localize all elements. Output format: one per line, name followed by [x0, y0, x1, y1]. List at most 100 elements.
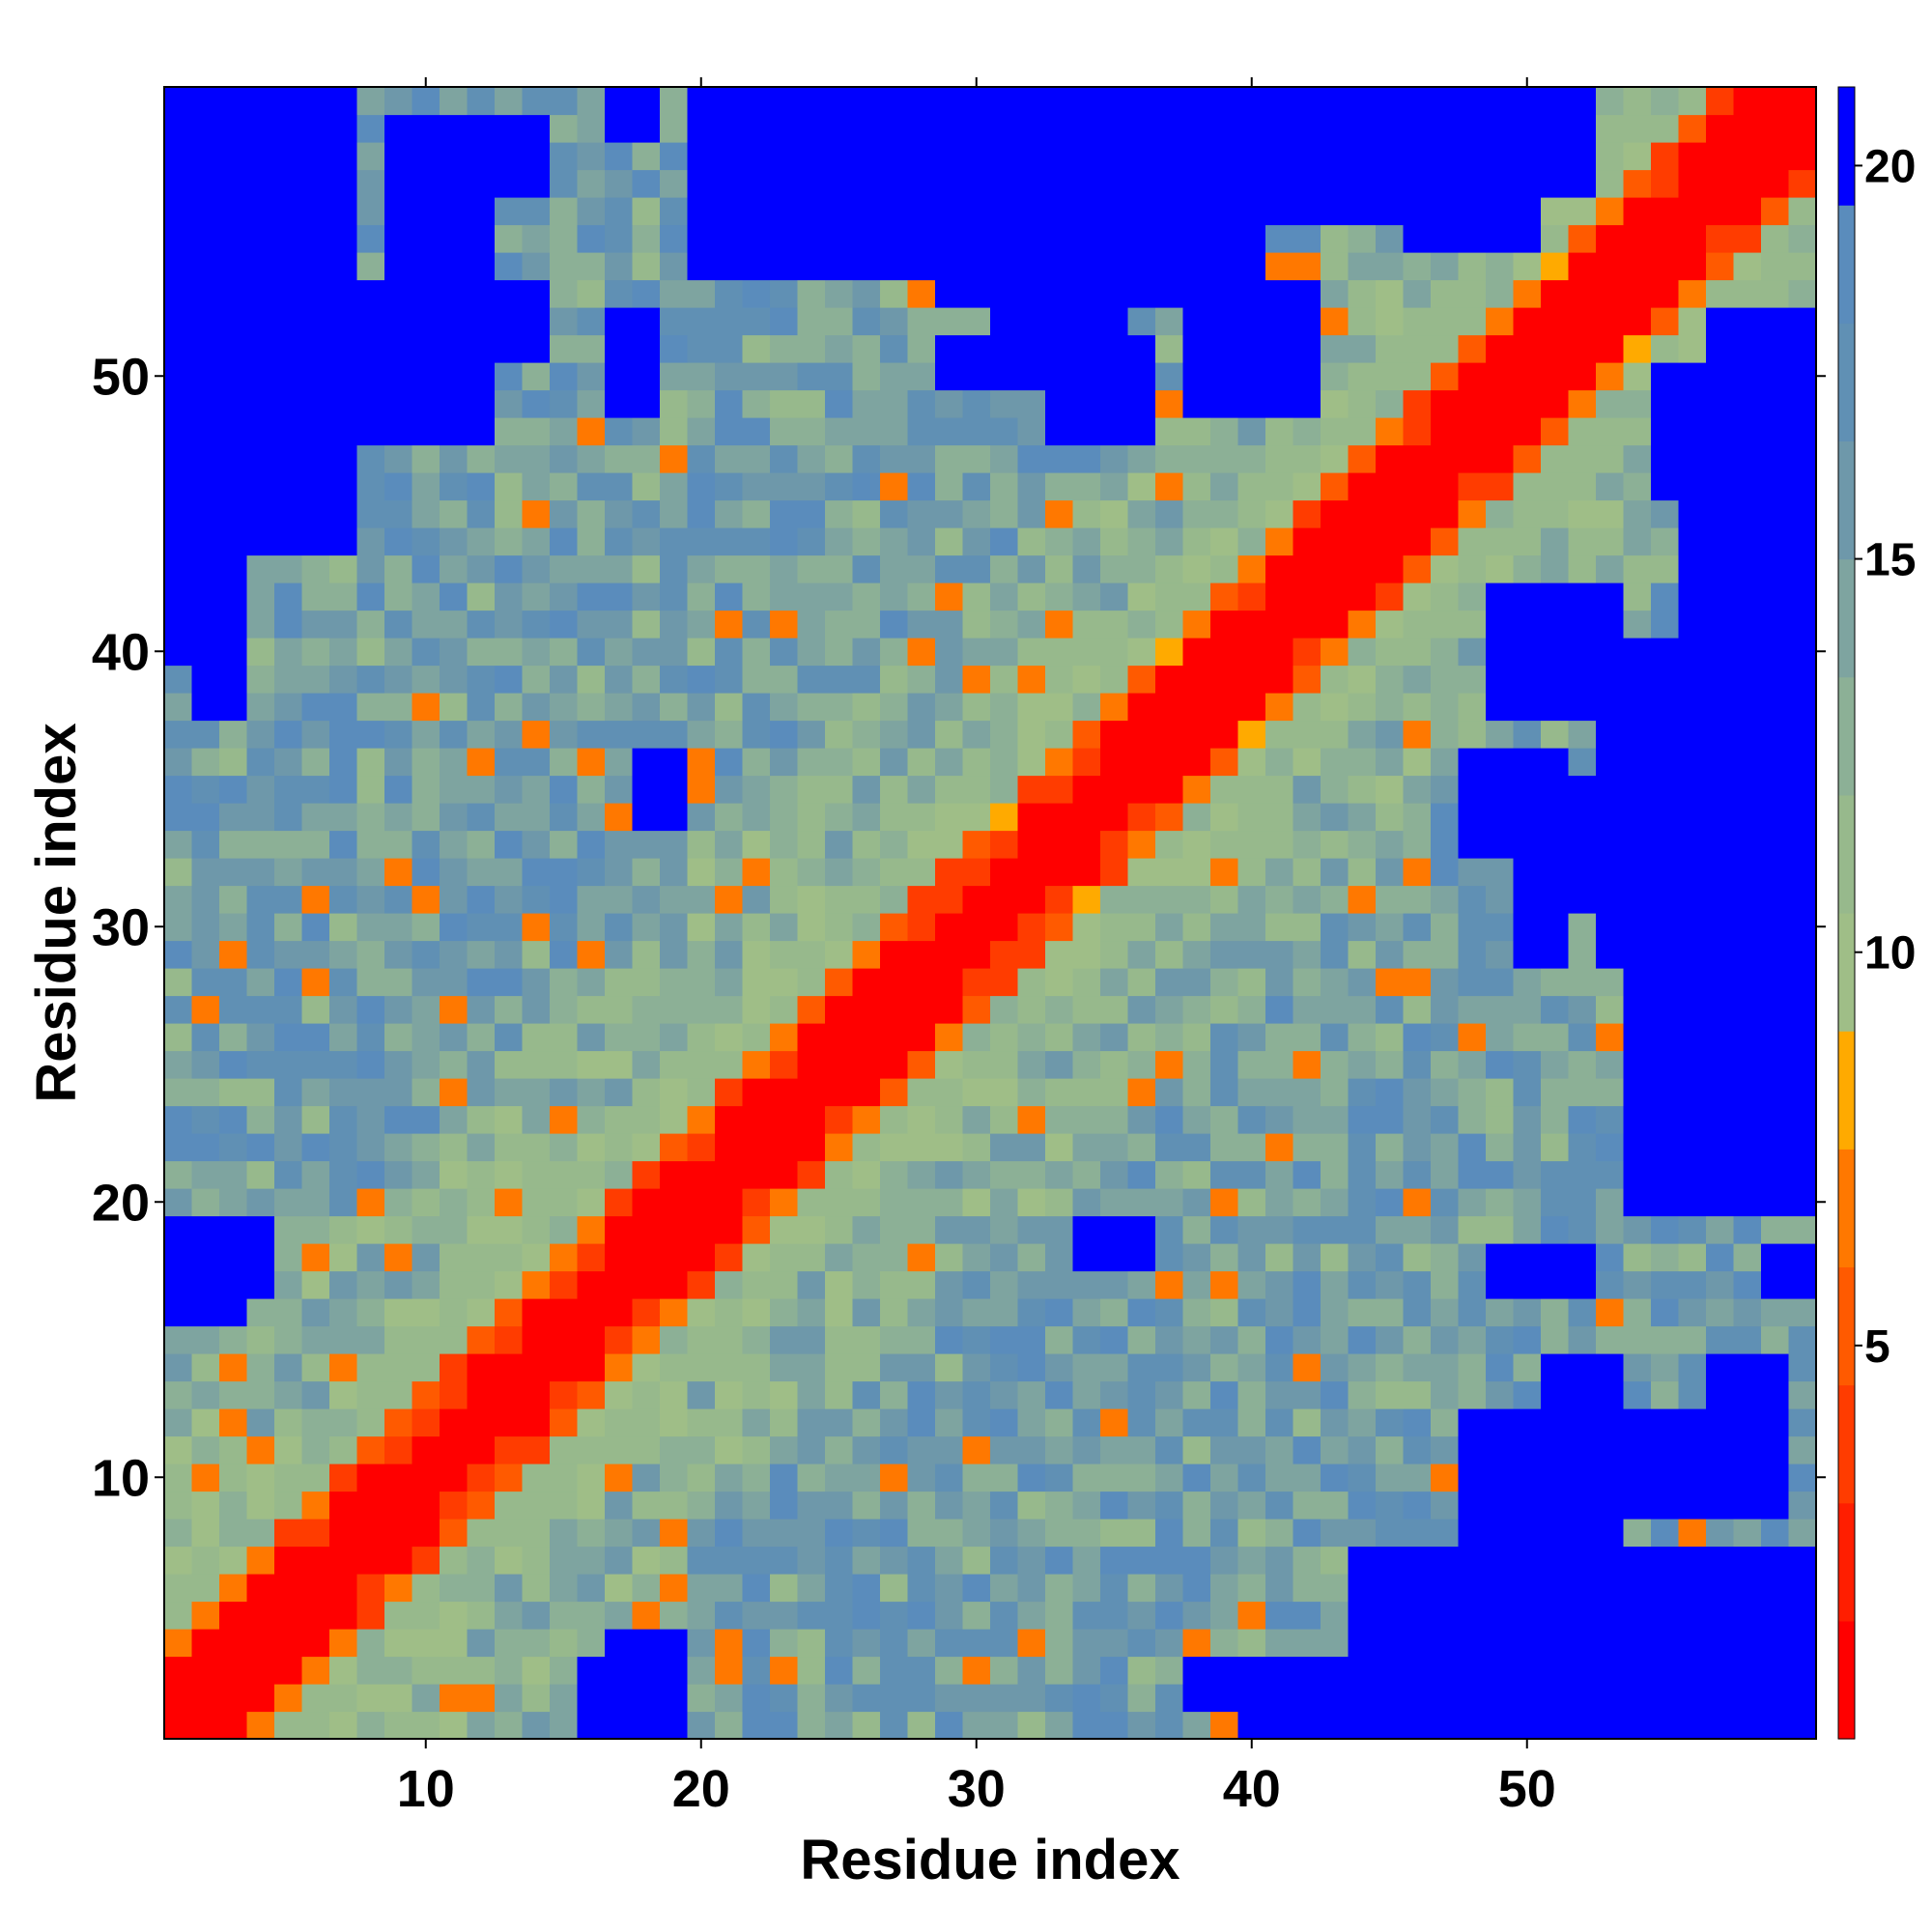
heatmap-cell: [1072, 1408, 1101, 1437]
heatmap-cell: [605, 775, 634, 804]
heatmap-cell: [1293, 1491, 1321, 1520]
heatmap-cell: [550, 913, 579, 942]
heatmap-cell: [246, 1160, 275, 1189]
heatmap-cell: [1210, 224, 1239, 253]
heatmap-cell: [329, 858, 358, 887]
heatmap-cell: [1678, 1325, 1707, 1354]
heatmap-cell: [1431, 940, 1460, 969]
heatmap-cell: [1348, 279, 1377, 308]
heatmap-cell: [495, 1408, 524, 1437]
heatmap-cell: [412, 1463, 440, 1492]
heatmap-cell: [191, 610, 220, 639]
heatmap-cell: [1761, 1435, 1790, 1464]
heatmap-cell: [770, 499, 799, 528]
heatmap-cell: [1788, 1408, 1817, 1437]
heatmap-cell: [246, 334, 275, 363]
heatmap-cell: [1761, 142, 1790, 171]
heatmap-cell: [164, 693, 193, 722]
heatmap-cell: [246, 610, 275, 639]
heatmap-cell: [907, 995, 936, 1024]
heatmap-cell: [246, 1078, 275, 1107]
heatmap-cell: [1100, 1160, 1129, 1189]
heatmap-cell: [522, 1133, 551, 1162]
heatmap-cell: [412, 803, 440, 832]
heatmap-cell: [329, 142, 358, 171]
heatmap-cell: [356, 1656, 385, 1685]
heatmap-cell: [1017, 1160, 1046, 1189]
heatmap-cell: [852, 389, 881, 418]
heatmap-cell: [1541, 279, 1570, 308]
heatmap-cell: [1596, 1243, 1625, 1272]
heatmap-cell: [1182, 858, 1211, 887]
heatmap-cell: [797, 307, 826, 336]
heatmap-cell: [1431, 858, 1460, 887]
heatmap-cell: [880, 1325, 909, 1354]
heatmap-cell: [1706, 527, 1735, 556]
heatmap-cell: [1706, 1133, 1735, 1162]
heatmap-cell: [1623, 1711, 1652, 1740]
heatmap-cell: [522, 1160, 551, 1189]
heatmap-cell: [1513, 169, 1542, 198]
heatmap-cell: [1431, 885, 1460, 914]
heatmap-cell: [632, 1711, 661, 1740]
heatmap-cell: [495, 1243, 524, 1272]
heatmap-cell: [522, 1353, 551, 1382]
heatmap-cell: [687, 1380, 716, 1409]
heatmap-cell: [440, 1408, 469, 1437]
heatmap-cell: [1265, 554, 1294, 583]
heatmap-cell: [852, 1380, 881, 1409]
heatmap-cell: [1293, 693, 1321, 722]
heatmap-cell: [1293, 114, 1321, 143]
heatmap-cell: [907, 968, 936, 997]
heatmap-cell: [1541, 307, 1570, 336]
heatmap-cell: [825, 1215, 854, 1244]
heatmap-cell: [1127, 1050, 1156, 1079]
heatmap-cell: [329, 389, 358, 418]
heatmap-cell: [1045, 1574, 1074, 1603]
heatmap-cell: [1127, 720, 1156, 749]
heatmap-cell: [1623, 830, 1652, 859]
heatmap-cell: [660, 748, 689, 777]
heatmap-cell: [770, 1133, 799, 1162]
heatmap-cell: [907, 1491, 936, 1520]
heatmap-cell: [797, 1215, 826, 1244]
heatmap-cell: [301, 995, 330, 1024]
heatmap-cell: [1045, 114, 1074, 143]
heatmap-cell: [962, 1546, 991, 1575]
heatmap-cell: [301, 87, 330, 116]
heatmap-cell: [1678, 417, 1707, 446]
heatmap-cell: [274, 1215, 303, 1244]
heatmap-cell: [164, 995, 193, 1024]
heatmap-cell: [1733, 224, 1762, 253]
heatmap-cell: [1486, 87, 1515, 116]
heatmap-cell: [962, 1188, 991, 1217]
heatmap-cell: [1045, 638, 1074, 667]
heatmap-cell: [935, 885, 964, 914]
heatmap-cell: [907, 1601, 936, 1630]
heatmap-cell: [1348, 499, 1377, 528]
heatmap-cell: [1706, 554, 1735, 583]
heatmap-cell: [577, 362, 606, 391]
heatmap-cell: [1458, 87, 1487, 116]
heatmap-cell: [880, 1435, 909, 1464]
heatmap-cell: [1431, 389, 1460, 418]
heatmap-cell: [1733, 279, 1762, 308]
heatmap-cell: [990, 638, 1019, 667]
heatmap-cell: [522, 334, 551, 363]
heatmap-cell: [1155, 638, 1184, 667]
heatmap-cell: [1623, 610, 1652, 639]
heatmap-cell: [1651, 1574, 1680, 1603]
heatmap-cell: [1293, 252, 1321, 281]
heatmap-cell: [1706, 1546, 1735, 1575]
heatmap-cell: [1045, 665, 1074, 694]
heatmap-cell: [1321, 1133, 1350, 1162]
heatmap-cell: [1293, 1629, 1321, 1658]
heatmap-cell: [522, 1491, 551, 1520]
heatmap-cell: [1761, 995, 1790, 1024]
heatmap-cell: [522, 1435, 551, 1464]
heatmap-cell: [246, 885, 275, 914]
heatmap-cell: [467, 720, 496, 749]
heatmap-cell: [632, 1325, 661, 1354]
heatmap-cell: [1596, 1435, 1625, 1464]
heatmap-cell: [1596, 279, 1625, 308]
